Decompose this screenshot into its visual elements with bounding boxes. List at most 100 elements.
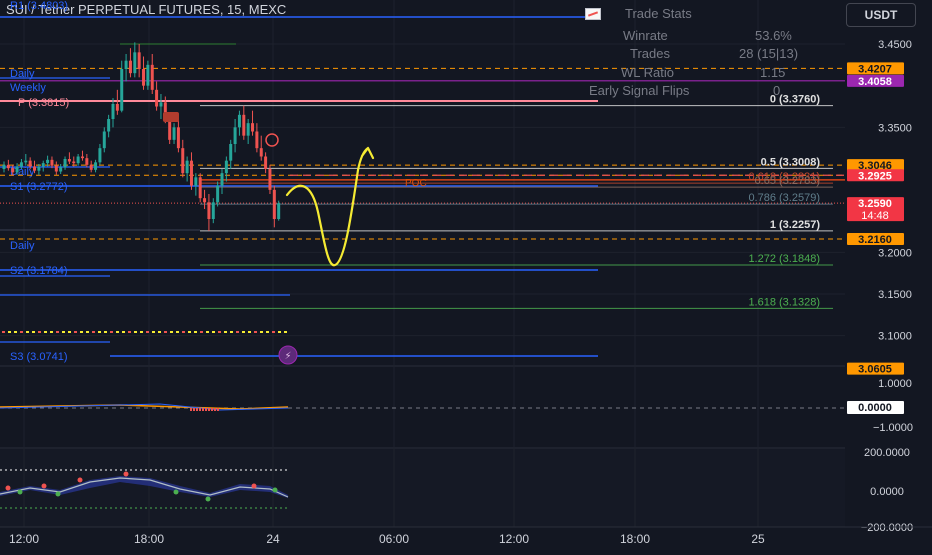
candle-body — [189, 160, 193, 186]
time-axis-tick: 18:00 — [620, 532, 650, 546]
candle-body — [242, 114, 246, 136]
yellow-drawing-arrow — [285, 146, 375, 267]
signal-dot — [14, 331, 17, 333]
osc2-signal-dot — [251, 483, 257, 489]
signal-dot — [140, 331, 143, 333]
price-axis-tick: 3.2000 — [878, 247, 912, 259]
oscillator-1-bar — [211, 408, 213, 411]
currency-button[interactable]: USDT — [846, 3, 916, 27]
candle-body — [111, 104, 115, 119]
signal-dot — [122, 331, 125, 333]
signal-dot — [242, 331, 245, 333]
osc1-value-label: 0.0000 — [858, 402, 892, 414]
signal-dot — [278, 331, 281, 333]
price-tag — [847, 169, 904, 182]
candle-body — [128, 60, 132, 74]
signal-dot — [164, 331, 167, 333]
osc2-axis-tick: 0.0000 — [870, 486, 904, 498]
signal-dot — [272, 331, 275, 333]
candle-body — [33, 166, 37, 171]
candle-body — [155, 89, 159, 107]
candle-body — [233, 127, 237, 144]
price-tag-label: 3.2925 — [858, 170, 892, 182]
candle-body — [237, 114, 241, 128]
signal-dot — [182, 331, 185, 333]
oscillator-1-bar — [208, 408, 210, 411]
weekly-label: Weekly — [10, 82, 46, 94]
pivot-r1-label: R1 (3.4803) — [10, 0, 68, 12]
signal-dot — [146, 331, 149, 333]
candle-body — [251, 123, 255, 132]
signal-dot — [62, 331, 65, 333]
candle-body — [259, 148, 263, 157]
signal-dot — [74, 331, 77, 333]
stat-label: Early Signal Flips — [589, 83, 690, 98]
candle-body — [203, 198, 207, 203]
candle-body — [37, 166, 41, 171]
candle-body — [98, 148, 102, 163]
candle-body — [115, 104, 119, 111]
oscillator-1-bar — [196, 408, 198, 411]
osc1-axis-tick: 1.0000 — [878, 378, 912, 390]
signal-dot — [218, 331, 221, 333]
candle-body — [159, 102, 163, 107]
time-axis-tick: 12:00 — [9, 532, 39, 546]
signal-dot — [68, 331, 71, 333]
osc2-signal-dot — [41, 483, 47, 489]
price-tag-label: 3.3046 — [858, 160, 892, 172]
time-axis-tick: 24 — [266, 532, 280, 546]
candle-body — [172, 127, 176, 140]
oscillator-1-bar — [193, 408, 195, 411]
price-tag — [847, 62, 904, 75]
candle-body — [229, 144, 233, 161]
oscillator-1-line — [0, 404, 289, 410]
candle-body — [198, 177, 202, 199]
signal-dot — [266, 331, 269, 333]
candle-body — [72, 161, 76, 164]
osc2-signal-dot — [173, 489, 179, 495]
candle-body — [6, 164, 10, 169]
price-axis-background — [845, 0, 932, 550]
candle-body — [94, 162, 98, 170]
price-tag — [847, 197, 904, 222]
signal-dot — [134, 331, 137, 333]
stat-row-wl-ratio: WL Ratio 1.15 — [585, 65, 805, 83]
candle-body — [41, 163, 45, 167]
osc2-axis-tick: 200.0000 — [864, 447, 910, 459]
candle-body — [67, 159, 71, 162]
signal-dot — [254, 331, 257, 333]
stat-value: 1.15 — [760, 65, 786, 80]
pivot-p-label: P (3.3815) — [18, 97, 69, 109]
stat-row-trades: Trades 28 (15|13) — [585, 46, 805, 64]
signal-dot — [38, 331, 41, 333]
oscillator-2-background — [0, 449, 845, 527]
price-axis-tick: 3.1500 — [878, 289, 912, 301]
trade-stats-icon — [585, 8, 601, 20]
signal-dot — [32, 331, 35, 333]
fib-level-label: 1.272 (3.1848) — [748, 253, 820, 265]
osc1-value-tag — [847, 401, 904, 414]
stat-label: Trades — [630, 46, 670, 61]
signal-dot — [152, 331, 155, 333]
signal-dot — [56, 331, 59, 333]
signal-dot — [86, 331, 89, 333]
candle-body — [194, 177, 198, 186]
stat-label: WL Ratio — [621, 65, 674, 80]
signal-dot — [8, 331, 11, 333]
candle-body — [185, 160, 189, 174]
candle-body — [46, 159, 50, 164]
price-tag-label: 3.4207 — [858, 63, 892, 75]
candle-body — [264, 156, 268, 169]
fib-level-label: 0.5 (3.3008) — [761, 156, 821, 168]
osc2-signal-dot — [123, 471, 129, 477]
candle-body — [176, 127, 180, 149]
signal-box — [163, 112, 179, 122]
osc2-axis-tick: −200.0000 — [861, 522, 913, 534]
signal-dot — [188, 331, 191, 333]
candle-body — [80, 156, 84, 159]
symbol-title: SUI / Tether PERPETUAL FUTURES, 15, MEXC — [6, 2, 286, 17]
candle-body — [181, 148, 185, 174]
price-axis-tick: 3.1000 — [878, 331, 912, 343]
